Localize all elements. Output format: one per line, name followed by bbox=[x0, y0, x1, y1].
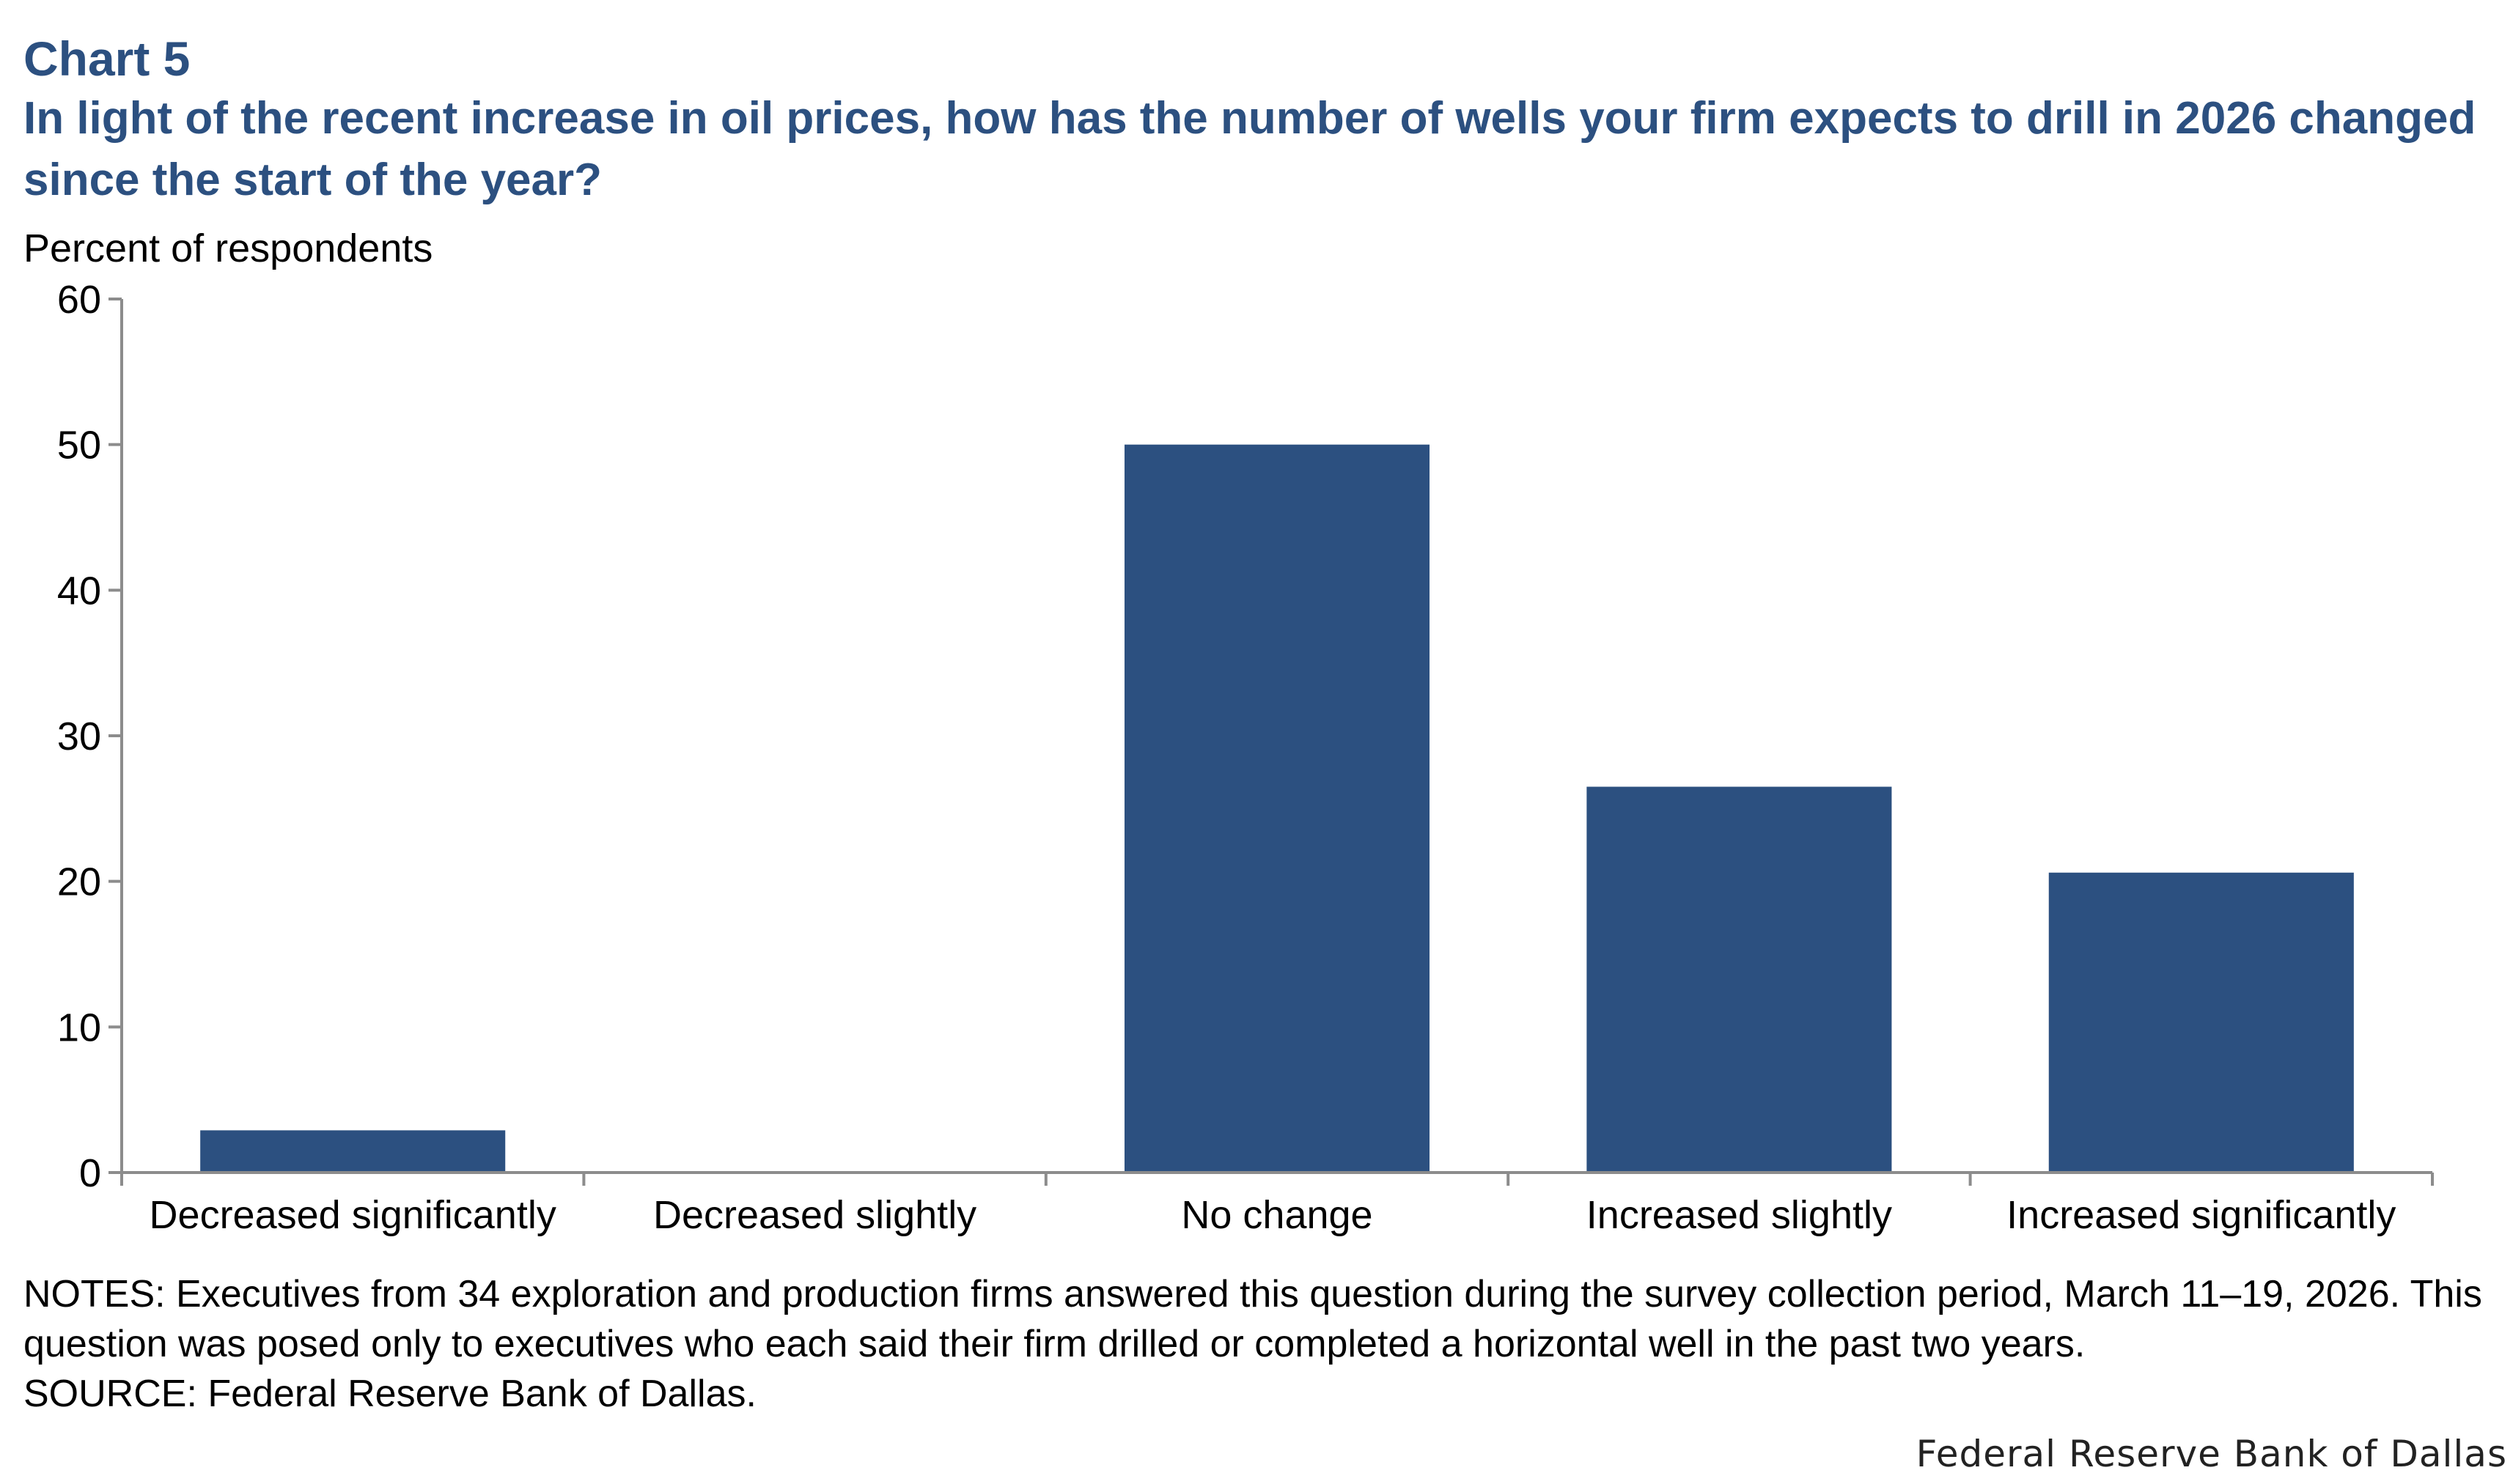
title-block: Chart 5 In light of the recent increase … bbox=[23, 29, 2487, 211]
y-axis-label: Percent of respondents bbox=[23, 226, 433, 270]
chart-title: In light of the recent increase in oil p… bbox=[23, 93, 2476, 205]
x-tick-label-3: Increased slightly bbox=[1586, 1193, 1892, 1237]
x-tick-label-1: Decreased slightly bbox=[653, 1193, 976, 1237]
y-tick-label-6: 60 bbox=[57, 278, 101, 322]
bar-4 bbox=[2048, 872, 2354, 1173]
bar-3 bbox=[1586, 786, 1892, 1173]
chart-number-label: Chart 5 bbox=[23, 32, 191, 86]
y-tick-label-5: 50 bbox=[57, 424, 101, 468]
y-tick-label-3: 30 bbox=[57, 715, 101, 758]
x-tick-label-2: No change bbox=[1181, 1193, 1372, 1237]
notes-text: NOTES: Executives from 34 exploration an… bbox=[23, 1273, 2493, 1365]
bar-0 bbox=[200, 1130, 506, 1173]
bar-chart: 0 10 20 30 40 50 60 Decreased significantly Decr… bbox=[57, 278, 2434, 1237]
credit-text: Federal Reserve Bank of Dallas bbox=[1916, 1433, 2507, 1475]
notes-block: NOTES: Executives from 34 exploration an… bbox=[23, 1269, 2487, 1419]
x-tick-label-0: Decreased significantly bbox=[150, 1193, 556, 1237]
y-tick-label-4: 40 bbox=[57, 569, 101, 613]
y-tick-label-2: 20 bbox=[57, 860, 101, 904]
y-tick-label-0: 0 bbox=[79, 1151, 101, 1195]
x-tick-label-4: Increased significantly bbox=[2006, 1193, 2396, 1237]
y-tick-label-1: 10 bbox=[57, 1005, 101, 1049]
source-text: SOURCE: Federal Reserve Bank of Dallas. bbox=[23, 1373, 757, 1415]
bar-2 bbox=[1124, 444, 1430, 1173]
